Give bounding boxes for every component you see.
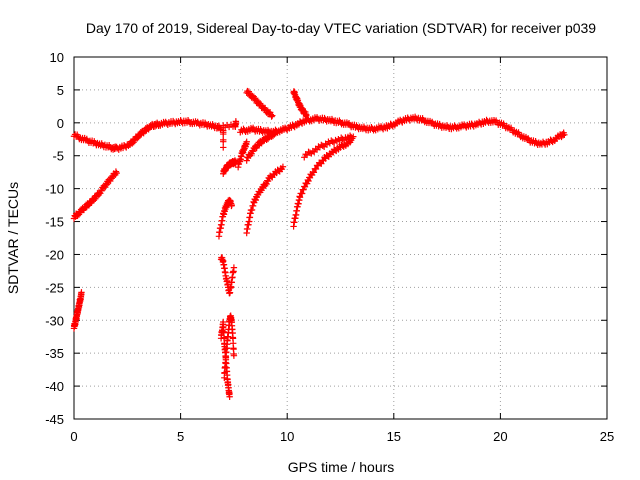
data-point: [271, 128, 279, 135]
data-point: [263, 180, 270, 188]
series-arc-rise-1: [70, 168, 120, 222]
y-tick-label: -15: [45, 215, 64, 230]
y-tick-label: 5: [57, 83, 64, 98]
x-axis-label: GPS time / hours: [288, 459, 395, 475]
data-point: [217, 126, 224, 133]
data-point: [141, 128, 149, 135]
x-tick-label: 25: [600, 429, 614, 444]
data-point: [273, 127, 280, 135]
series-arc-rise-8b: [243, 127, 280, 164]
data-point: [232, 119, 240, 127]
y-tick-label: -40: [45, 379, 64, 394]
y-axis-label: SDTVAR / TECUs: [5, 182, 21, 294]
series-arc-rise-8: [243, 163, 287, 237]
series-fragment-7f: [234, 138, 250, 171]
x-tick-label: 20: [493, 429, 507, 444]
data-point: [82, 204, 89, 212]
data-point: [78, 289, 85, 296]
x-tick-label: 15: [387, 429, 401, 444]
y-tick-label: -30: [45, 313, 64, 328]
data-point: [129, 140, 136, 147]
series-arc-short-1: [70, 289, 85, 332]
series-fragment-7b: [221, 312, 238, 381]
series-fragment-7d: [215, 196, 235, 240]
data-point: [264, 177, 272, 185]
series-arc-fall-8: [243, 87, 276, 120]
data-point: [243, 138, 250, 145]
y-tick-label: -5: [52, 149, 64, 164]
y-tick-label: -45: [45, 412, 64, 427]
y-tick-label: 10: [50, 50, 64, 65]
series-arc-mid-11: [301, 132, 357, 161]
y-tick-label: 0: [57, 116, 64, 131]
y-tick-label: -10: [45, 182, 64, 197]
x-tick-label: 10: [280, 429, 294, 444]
data-point: [226, 393, 233, 400]
data-point: [300, 186, 307, 193]
series-band-main-3: [384, 113, 568, 149]
series-isolated-points: [220, 118, 240, 151]
data-point: [310, 169, 318, 176]
data-point: [298, 190, 306, 197]
chart-title: Day 170 of 2019, Sidereal Day-to-day VTE…: [86, 20, 596, 36]
data-points: [70, 87, 568, 400]
data-point: [220, 144, 227, 151]
data-point: [303, 111, 310, 119]
series-arc-fall-10: [290, 88, 310, 120]
data-point: [112, 168, 120, 175]
data-point: [220, 136, 227, 144]
tick-marks: 0 5 10 15 20 25 10 5 0 -5 -10 -15 -20 -25 -30 -35 -40 -45: [45, 50, 614, 444]
data-point: [243, 157, 250, 164]
x-tick-label: 5: [177, 429, 184, 444]
data-point: [350, 133, 357, 140]
data-point: [561, 131, 568, 138]
data-point: [312, 165, 320, 173]
plot-frame: [73, 56, 608, 420]
data-point: [305, 177, 312, 185]
data-point: [255, 98, 262, 106]
y-tick-label: -35: [45, 346, 64, 361]
data-point: [269, 112, 276, 119]
gridlines: [74, 57, 607, 419]
data-point: [230, 264, 238, 271]
y-tick-label: -25: [45, 280, 64, 295]
data-point: [228, 201, 235, 209]
series-fragment-7c: [217, 254, 238, 297]
data-point: [268, 113, 275, 120]
data-point: [323, 141, 331, 148]
series-band-main-1: [70, 117, 225, 153]
data-point: [230, 352, 238, 359]
series-fragment-7e: [220, 157, 240, 177]
data-point: [296, 194, 304, 201]
data-point: [279, 163, 287, 170]
x-tick-label: 0: [70, 429, 77, 444]
data-point: [113, 169, 120, 177]
y-tick-label: -20: [45, 247, 64, 262]
data-point: [264, 107, 271, 115]
